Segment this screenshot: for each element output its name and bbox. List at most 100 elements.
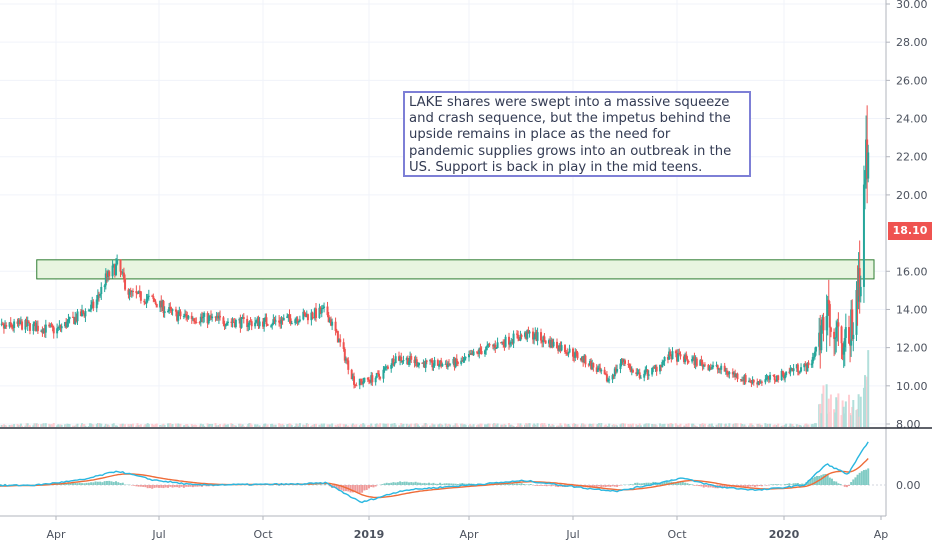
macd-histogram-bar <box>548 485 550 486</box>
macd-histogram-bar <box>401 482 403 485</box>
price-tick-label: 8.00 <box>896 418 921 431</box>
macd-histogram-bar <box>509 484 511 485</box>
candle-body <box>243 317 245 319</box>
macd-histogram-bar <box>707 485 709 487</box>
macd-histogram-bar <box>187 485 189 487</box>
macd-histogram-bar <box>363 485 365 490</box>
macd-histogram-bar <box>530 484 532 485</box>
macd-histogram-bar <box>381 484 383 485</box>
volume-bar <box>156 423 158 427</box>
volume-bar <box>473 424 475 427</box>
macd-histogram-bar <box>636 483 638 485</box>
candle-body <box>797 364 799 371</box>
price-tick-label: 14.00 <box>896 303 928 316</box>
volume-bar <box>235 426 237 427</box>
macd-histogram-bar <box>386 483 388 485</box>
macd-histogram-bar <box>686 483 688 485</box>
candle-body <box>545 340 547 343</box>
volume-bar <box>815 423 817 427</box>
macd-histogram-bar <box>83 483 85 485</box>
volume-bar <box>808 425 810 427</box>
candle-body <box>497 342 499 348</box>
candle-body <box>100 287 102 294</box>
volume-bar <box>441 425 443 427</box>
volume-bar <box>53 423 55 427</box>
candle-body <box>363 378 365 382</box>
macd-histogram-bar <box>867 468 869 485</box>
macd-histogram-bar <box>424 483 426 485</box>
volume-bar <box>867 350 869 427</box>
candle-body <box>481 351 483 354</box>
macd-histogram-bar <box>172 485 174 488</box>
macd-histogram-bar <box>703 485 705 488</box>
macd-histogram-bar <box>539 485 541 486</box>
candle-body <box>353 376 355 385</box>
macd-histogram-bar <box>361 485 363 493</box>
candle-body <box>339 339 341 342</box>
macd-histogram-bar <box>865 470 867 485</box>
candle-body <box>387 367 389 369</box>
macd-histogram-bar <box>79 483 81 485</box>
annotation-line: pandemic supplies grows into an outbreak… <box>409 144 745 160</box>
candle-body <box>489 344 491 345</box>
macd-histogram-bar <box>770 484 772 485</box>
macd-histogram-bar <box>550 485 552 486</box>
candle-body <box>426 361 428 362</box>
price-tick-label: 20.00 <box>896 189 928 202</box>
volume-bar <box>837 393 839 427</box>
volume-bar <box>77 424 79 427</box>
volume-bar <box>45 423 47 427</box>
macd-histogram-bar <box>86 483 88 485</box>
macd-histogram-bar <box>368 485 370 488</box>
candle-body <box>418 363 420 366</box>
macd-histogram-bar <box>388 483 390 485</box>
candle-body <box>720 366 722 370</box>
macd-histogram-bar <box>120 483 122 485</box>
volume-bar <box>696 426 698 427</box>
macd-histogram-bar <box>356 485 358 492</box>
candle-body <box>777 375 779 380</box>
volume-bar <box>69 424 71 427</box>
macd-histogram-bar <box>452 484 454 485</box>
macd-histogram-bar <box>194 485 196 487</box>
candle-body <box>299 319 301 321</box>
volume-bar <box>355 424 357 427</box>
candle-body <box>275 321 277 322</box>
candle-body <box>736 374 738 380</box>
macd-histogram-bar <box>846 485 848 487</box>
volume-bar <box>251 425 253 427</box>
annotation-callout[interactable]: LAKE shares were swept into a massive sq… <box>403 91 751 177</box>
macd-histogram-bar <box>167 485 169 488</box>
volume-bar <box>402 424 404 427</box>
macd-histogram-bar <box>149 485 151 488</box>
candle-body <box>92 302 94 309</box>
macd-histogram-bar <box>426 483 428 485</box>
macd-histogram-bar <box>696 485 698 486</box>
volume-bar <box>347 425 349 427</box>
macd-histogram-bar <box>183 485 185 488</box>
candle-body <box>21 321 23 329</box>
candle-body <box>402 360 404 361</box>
macd-histogram-bar <box>81 483 83 485</box>
macd-histogram-bar <box>784 484 786 485</box>
macd-histogram-bar <box>178 485 180 488</box>
candle-body <box>179 311 181 316</box>
candle-body <box>837 322 839 326</box>
candle-body <box>84 311 86 316</box>
price-tick-label: 22.00 <box>896 151 928 164</box>
macd-histogram-bar <box>156 485 158 488</box>
volume-bar <box>323 424 325 427</box>
macd-tick-label: 0.00 <box>896 479 921 492</box>
candle-body <box>187 316 189 319</box>
macd-histogram-bar <box>408 482 410 485</box>
macd-histogram-bar <box>419 483 421 485</box>
volume-bar <box>640 425 642 427</box>
candle-body <box>235 320 237 327</box>
volume-bar <box>219 424 221 427</box>
volume-bar <box>664 424 666 427</box>
candle-body <box>28 322 30 324</box>
volume-bar <box>521 425 523 427</box>
macd-histogram-bar <box>607 485 609 487</box>
